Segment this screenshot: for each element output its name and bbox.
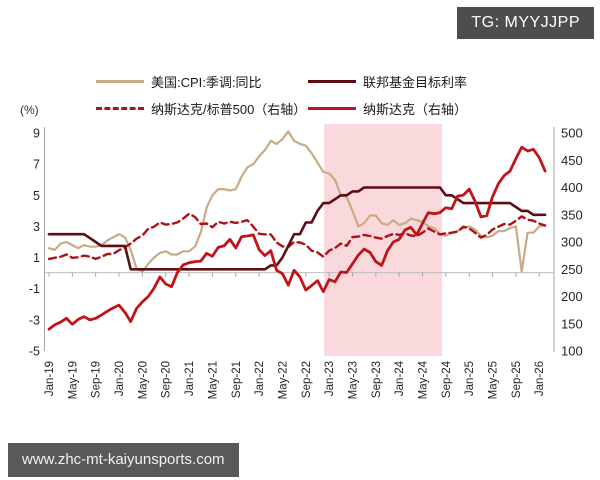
y-left-axis-title: (%)	[20, 103, 39, 117]
y-right-tick-label: 100	[561, 344, 583, 359]
telegram-badge: TG: MYYJJPP	[457, 7, 594, 39]
y-right-tick-label: 450	[561, 153, 583, 168]
legend-item-nasdaq: 纳斯达克（右轴）	[308, 99, 467, 118]
y-left-tick-label: 5	[33, 189, 40, 203]
x-tick-label: May-23	[348, 361, 360, 399]
shaded-region	[324, 124, 443, 356]
y-right-tick-label: 150	[561, 316, 583, 331]
x-tick-label: Jan-24	[394, 360, 406, 396]
x-tick-label: Sep-20	[161, 361, 173, 398]
y-left-tick-label: -3	[29, 313, 40, 327]
legend-label-fed-funds: 联邦基金目标利率	[363, 75, 468, 90]
x-tick-label: May-21	[207, 361, 219, 399]
x-tick-label: May-20	[137, 361, 149, 399]
x-tick-label: Jan-25	[464, 361, 476, 396]
legend-row-1: 美国:CPI:季调:同比 联邦基金目标利率	[96, 68, 516, 95]
legend-label-cpi: 美国:CPI:季调:同比	[151, 75, 262, 90]
x-tick-label: Sep-24	[441, 360, 453, 398]
legend-swatch-fed-funds	[308, 80, 356, 83]
x-tick-label: Sep-25	[511, 361, 523, 398]
y-right-tick-label: 250	[561, 262, 583, 277]
legend-item-fed-funds: 联邦基金目标利率	[308, 72, 467, 91]
series-line-2	[47, 186, 547, 271]
series-line-1	[47, 212, 547, 261]
y-right-tick-label: 200	[561, 289, 583, 304]
y-left-tick-label: 7	[33, 158, 40, 172]
x-tick-label: Jan-21	[184, 361, 196, 396]
y-right-tick-label: 300	[561, 235, 583, 250]
legend-item-cpi: 美国:CPI:季调:同比	[96, 72, 308, 91]
legend-swatch-cpi	[96, 80, 144, 83]
y-left-tick-label: 1	[33, 251, 40, 265]
watermark-url: www.zhc-mt-kaiyunsports.com	[8, 443, 239, 477]
x-tick-label: Sep-19	[91, 361, 103, 398]
x-tick-label: Jan-26	[534, 361, 546, 396]
x-tick-label: Sep-21	[231, 361, 243, 398]
x-tick-label: Jan-20	[114, 361, 126, 396]
legend-label-nasdaq-spx-ratio: 纳斯达克/标普500（右轴）	[151, 102, 307, 117]
x-tick-label: Jan-23	[324, 361, 336, 396]
x-tick-label: May-24	[418, 360, 430, 399]
x-tick-label: Sep-22	[301, 361, 313, 398]
x-tick-label: Sep-23	[371, 361, 383, 398]
series-line-3	[47, 145, 547, 331]
chart-legend: 美国:CPI:季调:同比 联邦基金目标利率 纳斯达克/标普500（右轴） 纳斯达…	[96, 68, 516, 122]
y-right-tick-label: 350	[561, 207, 583, 222]
legend-swatch-nasdaq	[308, 107, 356, 110]
y-right-tick-label: 400	[561, 180, 583, 195]
y-left-tick-label: -1	[29, 282, 40, 296]
x-tick-label: May-25	[488, 361, 500, 399]
x-tick-label: May-19	[67, 361, 79, 399]
x-tick-label: Jan-19	[44, 361, 56, 396]
y-left-tick-label: 3	[33, 220, 40, 234]
x-tick-label: Jan-22	[254, 361, 266, 396]
series-line-0	[47, 130, 547, 273]
x-tick-label: May-22	[277, 361, 289, 399]
y-left-tick-label: 9	[33, 127, 40, 141]
legend-row-2: 纳斯达克/标普500（右轴） 纳斯达克（右轴）	[96, 95, 516, 122]
y-left-tick-label: -5	[29, 345, 40, 359]
y-right-tick-label: 500	[561, 126, 583, 141]
legend-item-nasdaq-spx-ratio: 纳斯达克/标普500（右轴）	[96, 99, 308, 118]
legend-label-nasdaq: 纳斯达克（右轴）	[363, 102, 468, 117]
legend-swatch-nasdaq-spx-ratio	[96, 107, 144, 110]
